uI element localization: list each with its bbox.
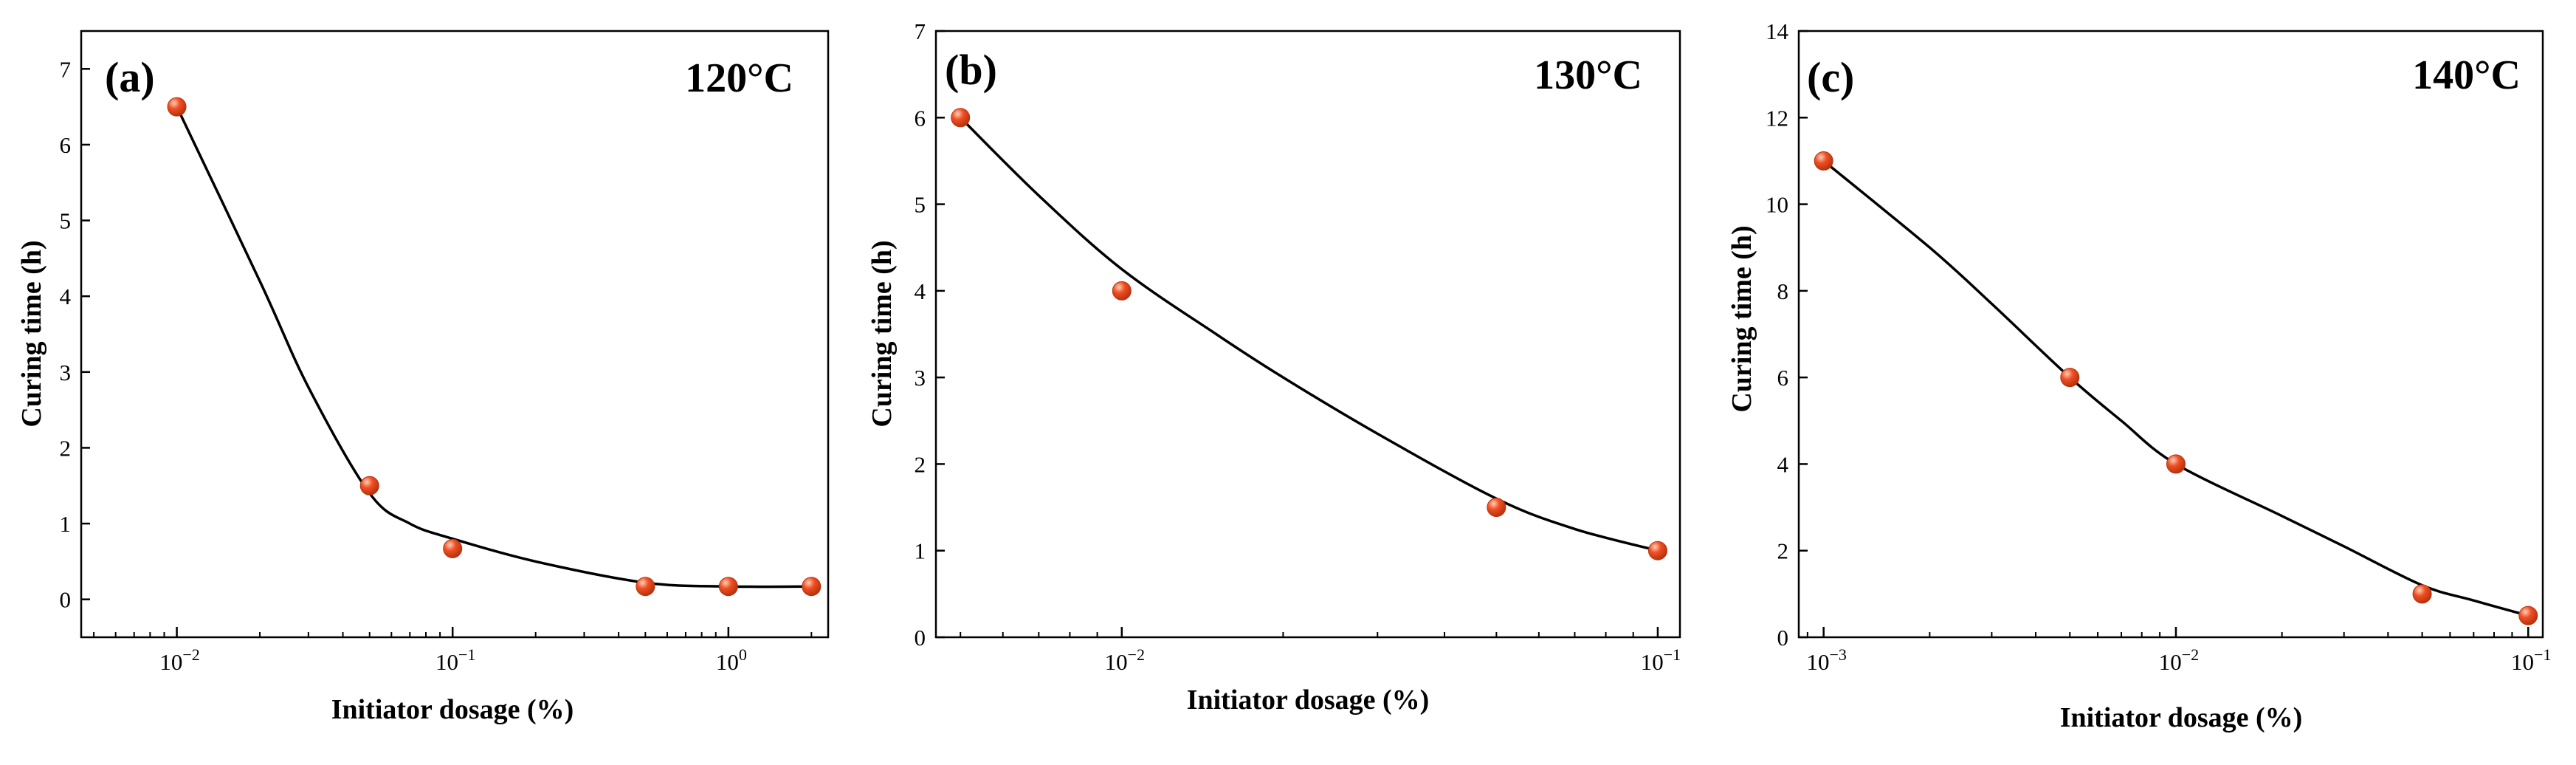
x-tick-label-a: 10−1	[435, 645, 475, 675]
plot-frame-b	[934, 30, 1681, 639]
y-tick-label-c: 10	[1766, 192, 1788, 218]
y-tick-label-b: 0	[915, 625, 926, 651]
fit-curve-a	[176, 106, 812, 589]
panel-label-c: (c)	[1807, 53, 1854, 101]
y-tick-label-a: 5	[60, 208, 72, 234]
data-point-b	[1112, 281, 1132, 301]
y-tick-label-a: 2	[60, 435, 72, 461]
x-tick-label-b: 10−1	[1641, 645, 1681, 675]
y-axis-title-c: Curing time (h)	[1726, 225, 1757, 412]
x-tick-label-b: 10−2	[1105, 645, 1145, 675]
data-point-a	[443, 538, 463, 558]
y-tick-label-a: 7	[60, 56, 72, 82]
y-axis-title-a: Curing time (h)	[16, 240, 47, 427]
data-point-b	[1647, 541, 1667, 560]
x-axis-title-c: Initiator dosage (%)	[2060, 702, 2303, 733]
y-tick-label-b: 2	[915, 451, 926, 477]
y-tick-label-a: 6	[60, 132, 72, 158]
data-point-a	[359, 476, 379, 495]
y-tick-label-c: 0	[1777, 625, 1789, 651]
data-point-b	[951, 108, 971, 128]
y-tick-label-c: 6	[1777, 365, 1789, 391]
y-tick-label-a: 1	[60, 511, 72, 537]
x-tick-label-c: 10−1	[2511, 645, 2551, 675]
data-point-a	[802, 577, 822, 597]
y-tick-label-b: 1	[915, 538, 926, 564]
data-point-c	[2518, 606, 2538, 625]
panel-label-a: (a)	[105, 53, 155, 101]
x-axis-title-a: Initiator dosage (%)	[331, 694, 574, 725]
x-tick-label-c: 10−3	[1806, 645, 1846, 675]
y-tick-label-b: 4	[915, 278, 926, 304]
plot-frame-a	[80, 30, 830, 639]
plot-frame-c	[1797, 30, 2544, 639]
panel-c: (c) 140°C Initiator dosage (%) Curing ti…	[1726, 18, 2551, 733]
data-point-c	[2060, 368, 2080, 388]
data-point-c	[2166, 454, 2186, 474]
y-tick-label-c: 4	[1777, 451, 1789, 477]
data-point-c	[2412, 584, 2432, 604]
fit-curve-b	[959, 117, 1659, 552]
y-tick-label-b: 3	[915, 365, 926, 391]
y-tick-label-c: 14	[1766, 18, 1789, 44]
data-point-c	[1814, 151, 1833, 171]
panel-a: (a) 120°C Initiator dosage (%) Curing ti…	[16, 30, 830, 725]
temperature-label-a: 120°C	[685, 55, 793, 101]
x-tick-label-a: 10−2	[159, 645, 199, 675]
data-point-a	[636, 577, 655, 597]
x-axis-title-b: Initiator dosage (%)	[1187, 685, 1430, 716]
data-point-a	[167, 97, 187, 117]
fit-curve-c	[1822, 159, 2529, 617]
y-tick-label-b: 6	[915, 105, 926, 131]
data-point-a	[718, 577, 738, 597]
temperature-label-b: 130°C	[1534, 52, 1642, 98]
y-tick-label-c: 8	[1777, 278, 1789, 304]
data-point-b	[1487, 498, 1506, 518]
y-tick-label-b: 5	[915, 192, 926, 218]
temperature-label-c: 140°C	[2412, 52, 2521, 98]
x-tick-label-a: 100	[716, 645, 747, 675]
y-tick-label-a: 0	[60, 587, 72, 613]
panel-label-b: (b)	[945, 46, 997, 94]
panel-b: (b) 130°C Initiator dosage (%) Curing ti…	[867, 18, 1681, 716]
y-tick-label-a: 3	[60, 360, 72, 385]
y-axis-title-b: Curing time (h)	[867, 240, 898, 427]
y-tick-label-a: 4	[60, 284, 72, 309]
y-tick-label-c: 2	[1777, 538, 1789, 564]
x-tick-label-c: 10−2	[2159, 645, 2199, 675]
y-tick-label-c: 12	[1766, 105, 1788, 131]
y-tick-label-b: 7	[915, 18, 926, 44]
